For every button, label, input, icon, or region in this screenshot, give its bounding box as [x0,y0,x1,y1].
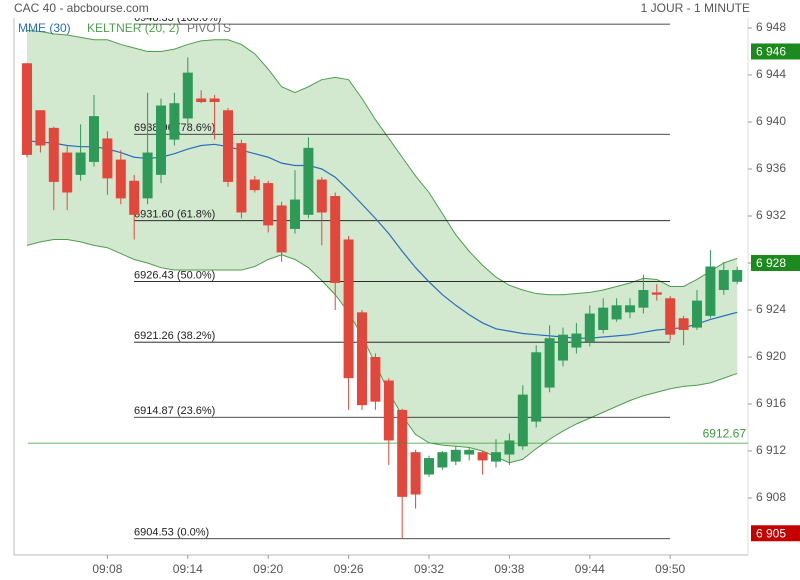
candle-body [491,452,501,462]
y-tick-label: 6 908 [756,490,786,504]
price-tag [751,254,800,271]
candle-body [115,159,126,199]
x-tick-label: 09:38 [494,562,524,576]
candle-body [290,199,300,229]
candle-body [732,270,743,282]
candle-body [450,449,461,462]
keltner-lower [26,238,738,464]
y-tick-label: 6 936 [756,161,786,175]
pivot-label: 6921.26 (38.2%) [134,330,215,342]
candle-body [718,270,729,291]
candle-body [544,338,555,388]
candle-body [182,72,193,119]
x-tick-label: 09:08 [92,562,122,576]
candle-body [236,143,247,213]
candle-body [196,98,207,103]
x-tick-label: 09:50 [655,562,685,576]
y-tick-label: 6 932 [756,208,786,222]
legend-keltner: KELTNER (20, 2) [87,21,179,35]
legend-pivots: PIVOTS [187,21,231,35]
price-tag-label: 6 946 [756,45,786,59]
plot-area: 6948.33 (100.0%)6938.96 (78.6%)6931.60 (… [22,12,743,540]
candle-body [638,290,649,308]
candle-body [62,152,73,193]
candle-body [464,449,475,455]
candle-body [397,409,408,497]
price-tag-label: 6 905 [756,526,786,540]
candle-body [651,292,662,295]
pivot-label: 6914.87 (23.6%) [134,405,215,417]
candle-body [705,266,716,316]
y-tick-label: 6 912 [756,443,786,457]
pivot-label: 6948.33 (100.0%) [134,12,221,24]
candle-body [692,300,702,328]
candle-body [437,452,448,468]
candle-body [584,313,595,342]
price-tag-label: 6 928 [756,256,786,270]
candle-body [598,307,609,330]
candle-body [209,98,220,103]
candle-body [129,180,140,215]
candle-body [424,458,434,475]
pivot-label: 6926.43 (50.0%) [134,269,215,281]
candle-body [249,179,260,191]
candle-body [357,312,367,406]
chart-title: CAC 40 - abcbourse.com [14,1,149,15]
pivot-label: 6904.53 (0.0%) [134,527,209,539]
candle-body [665,298,676,335]
candle-body [343,239,354,379]
x-tick-label: 09:32 [414,562,444,576]
candle-body [22,63,32,155]
candle-body [611,305,622,320]
price-tag [751,525,800,542]
y-tick-label: 6 944 [756,67,786,81]
legend-mme: MME (30) [18,21,71,35]
candle-body [330,196,341,283]
price-tag [751,43,800,60]
candle-body [625,305,635,313]
y-tick-label: 6 916 [756,396,786,410]
candle-body [102,138,113,179]
y-tick-label: 6 920 [756,349,786,363]
keltner-fill [27,30,738,463]
candle-body [531,352,542,422]
candle-body [370,357,381,402]
candle-body [169,103,180,140]
candle-body [571,333,582,348]
candle-body [142,152,153,199]
reference-label: 6912.67 [703,426,747,440]
candle-body [678,318,689,330]
chart-subtitle: 1 JOUR - 1 MINUTE [641,1,750,15]
candle-body [558,334,568,361]
candle-body [303,147,314,215]
candle-body [316,179,327,213]
x-tick-label: 09:14 [173,562,203,576]
candle-body [276,205,287,253]
candle-body [410,452,421,495]
x-tick-label: 09:20 [253,562,283,576]
candle-body [48,127,59,182]
candle-body [89,116,99,162]
y-tick-label: 6 924 [756,302,786,316]
y-tick-label: 6 940 [756,114,786,128]
candle-body [517,394,528,447]
candle-body [504,440,515,455]
candle-body [156,105,166,175]
candle-body [35,110,46,146]
x-tick-label: 09:44 [575,562,605,576]
candle-body [223,110,233,182]
candle-body [263,183,274,226]
candle-body [477,452,488,461]
keltner-upper [26,29,738,296]
x-tick-label: 09:26 [334,562,364,576]
pivot-label: 6931.60 (61.8%) [134,209,215,221]
candle-body [75,152,86,175]
candle-body [383,380,394,441]
y-tick-label: 6 948 [756,20,786,34]
